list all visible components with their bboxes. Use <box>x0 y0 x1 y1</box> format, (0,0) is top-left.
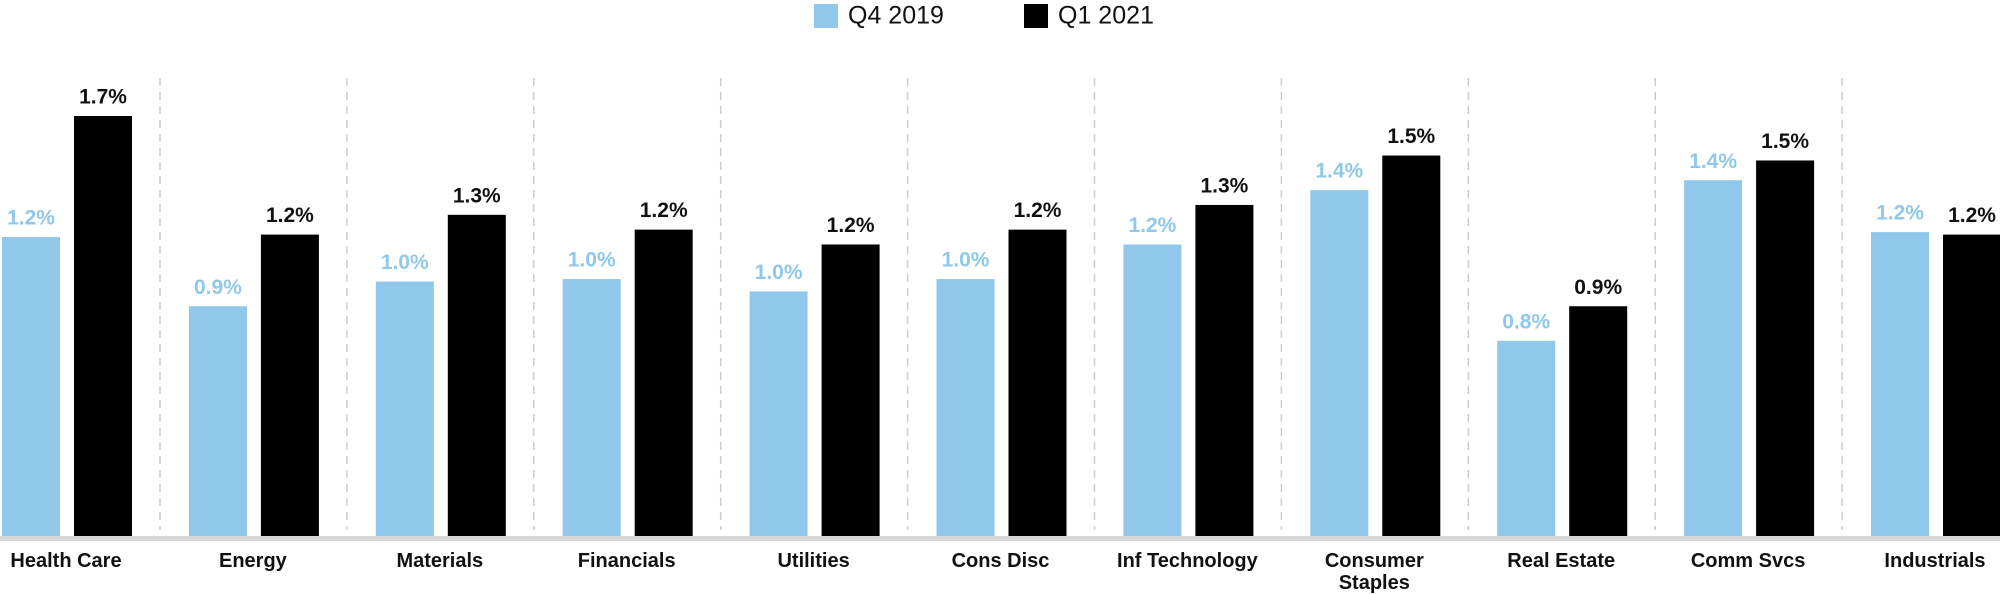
bar <box>74 116 132 536</box>
value-label: 1.2% <box>1128 214 1176 237</box>
x-tick-label: Financials <box>577 550 676 572</box>
x-tick-label: Energy <box>218 550 287 572</box>
bar <box>1684 180 1743 536</box>
value-label: 1.3% <box>1200 174 1248 197</box>
x-tick-label: Materials <box>396 550 484 572</box>
value-label: 1.0% <box>381 251 429 274</box>
legend-label: Q4 2019 <box>848 2 944 30</box>
value-label: 1.7% <box>79 86 127 109</box>
value-label: 0.9% <box>1574 276 1622 299</box>
value-label: 1.2% <box>266 204 314 227</box>
bar <box>562 279 621 536</box>
bar <box>2 237 60 536</box>
value-label: 1.5% <box>1387 125 1435 148</box>
x-tick-label: Comm Svcs <box>1690 550 1806 572</box>
bar <box>1310 190 1369 536</box>
legend-swatch <box>814 4 838 28</box>
value-label: 1.4% <box>1315 160 1363 183</box>
bar <box>749 291 808 536</box>
bar <box>1943 234 2000 536</box>
bar <box>1569 306 1628 536</box>
value-label: 1.5% <box>1761 130 1809 153</box>
value-label: 1.0% <box>755 261 803 284</box>
value-label: 0.8% <box>1502 310 1550 333</box>
x-tick-label: Utilities <box>777 550 850 572</box>
legend-label: Q1 2021 <box>1058 2 1154 30</box>
value-label: 1.3% <box>453 184 501 207</box>
value-label: 1.2% <box>7 207 55 230</box>
value-label: 1.0% <box>942 249 990 272</box>
x-tick-label: Health Care <box>10 550 122 572</box>
x-tick-label: Real Estate <box>1507 550 1616 572</box>
bar <box>1195 204 1254 537</box>
x-tick-label: Cons Disc <box>951 550 1050 572</box>
baseline <box>0 536 2000 541</box>
legend-swatch <box>1024 4 1048 28</box>
x-tick-label: Consumer Staples <box>1324 550 1424 594</box>
bar <box>821 244 880 536</box>
value-label: 1.4% <box>1689 150 1737 173</box>
value-label: 0.9% <box>194 276 242 299</box>
value-label: 1.2% <box>1014 199 1062 222</box>
value-label: 1.2% <box>1876 202 1924 225</box>
bar <box>634 229 693 536</box>
bar <box>1382 155 1441 536</box>
bar <box>936 279 995 536</box>
x-tick-label: Inf Technology <box>1117 550 1258 572</box>
bar <box>188 306 247 536</box>
value-label: 1.0% <box>568 249 616 272</box>
x-tick-label: Industrials <box>1884 550 1986 572</box>
bar <box>375 281 434 536</box>
bar <box>1497 340 1556 536</box>
bar <box>1871 232 1929 536</box>
value-label: 1.2% <box>827 214 875 237</box>
bar <box>260 234 319 536</box>
bar <box>447 214 506 536</box>
value-label: 1.2% <box>1948 204 1996 227</box>
value-label: 1.2% <box>640 199 688 222</box>
bar <box>1756 160 1815 536</box>
bar <box>1008 229 1067 536</box>
bar <box>1123 244 1182 536</box>
